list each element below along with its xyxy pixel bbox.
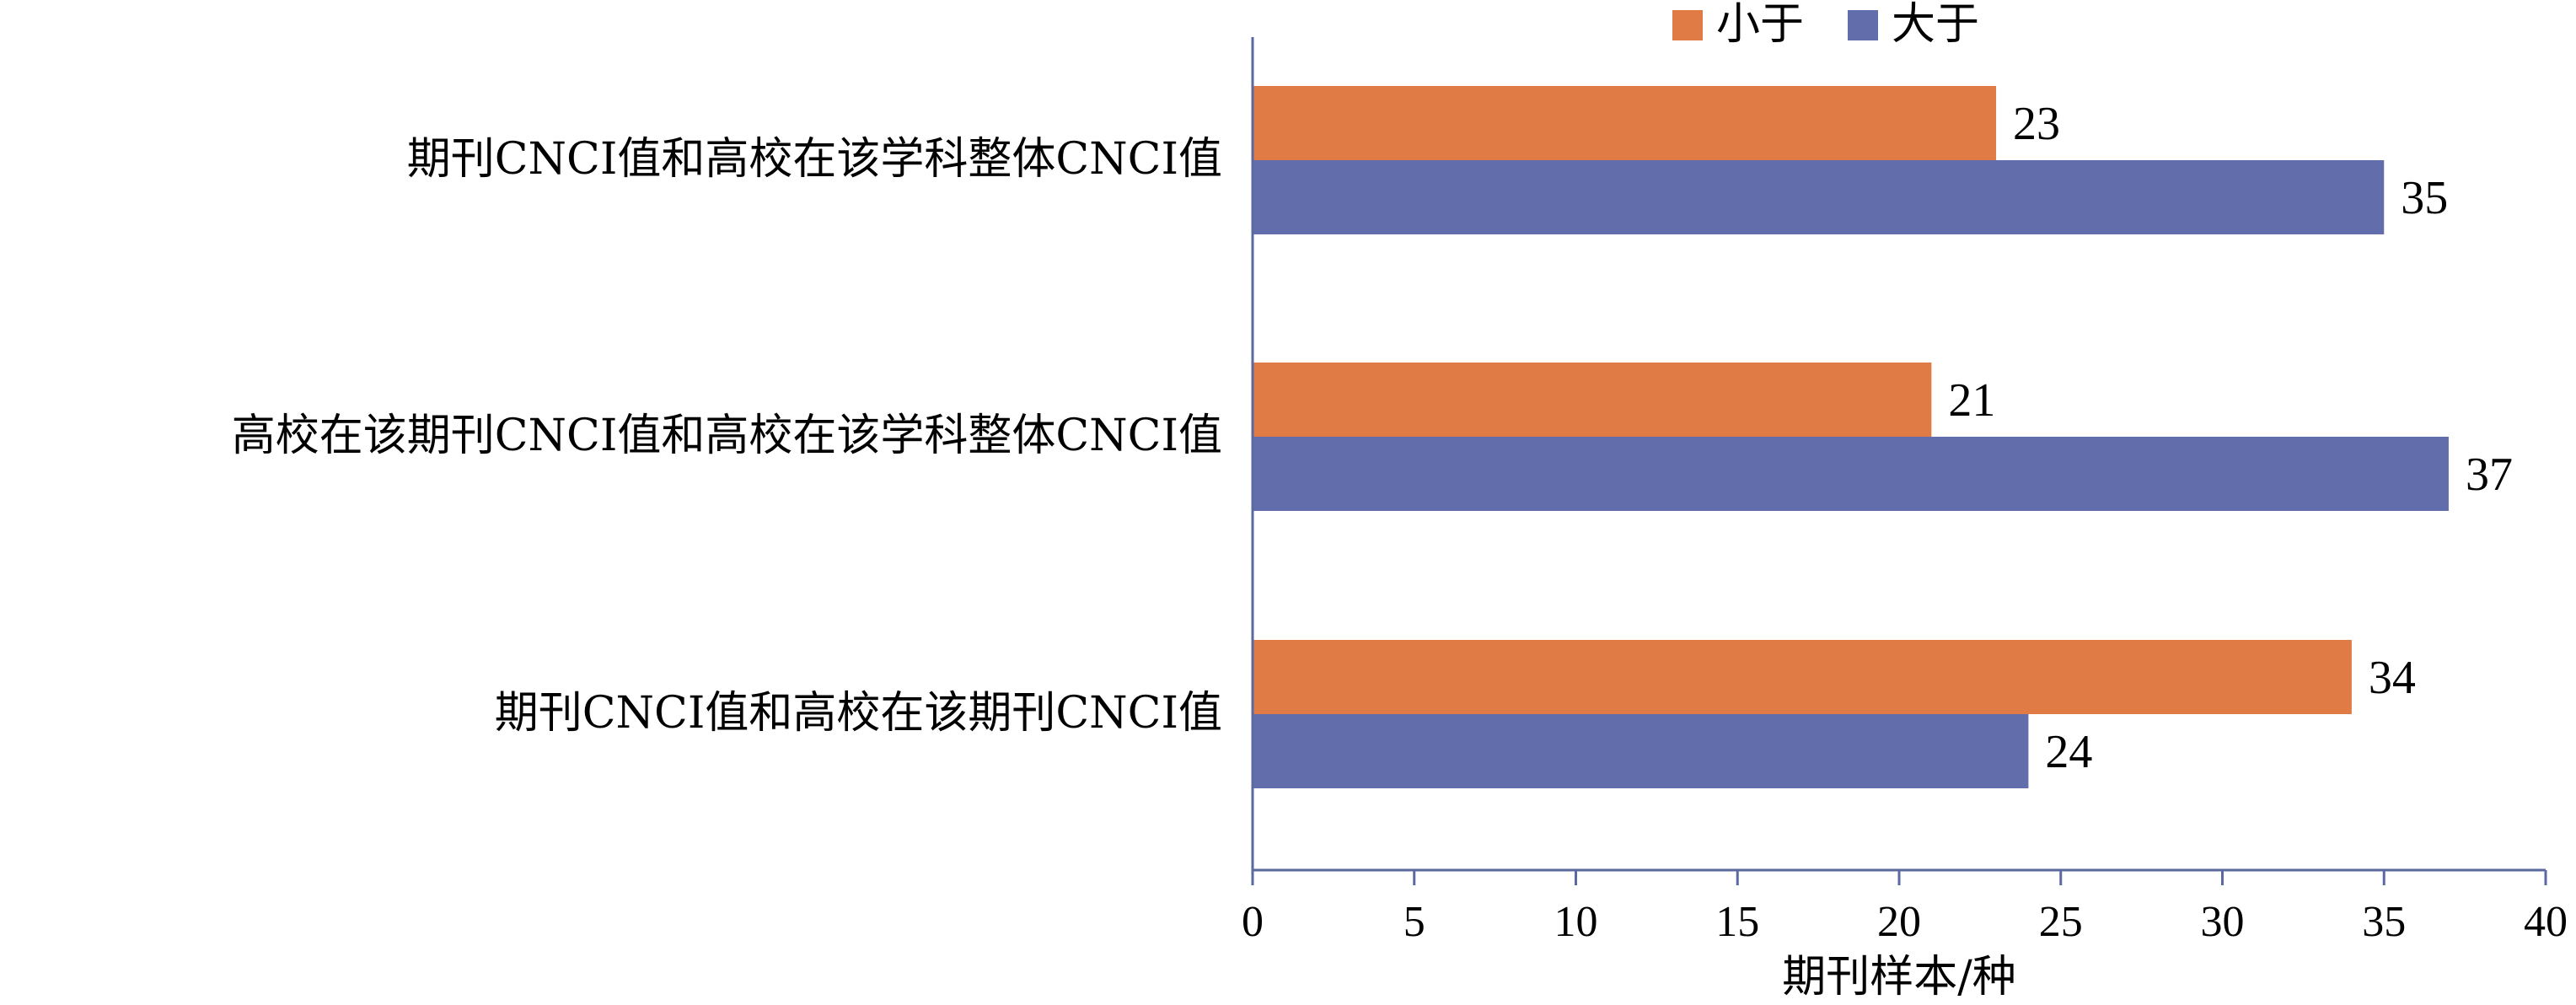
legend-swatch-1 bbox=[1672, 10, 1703, 40]
data-label-3-series-1: 34 bbox=[2369, 652, 2416, 704]
x-tick-label-5: 5 bbox=[1403, 898, 1425, 946]
data-label-1-series-1: 23 bbox=[2013, 98, 2060, 150]
x-tick-label-0: 0 bbox=[1242, 898, 1264, 946]
legend: 小于 大于 bbox=[1672, 0, 1979, 50]
bar-2-series-2 bbox=[1253, 437, 2449, 511]
bar-1-series-1 bbox=[1253, 86, 1997, 160]
bar-3-series-1 bbox=[1253, 640, 2352, 714]
data-label-2-series-2: 37 bbox=[2466, 449, 2513, 501]
axes-group: 0 5 10 15 20 25 30 35 40 bbox=[1242, 37, 2568, 946]
data-label-2-series-1: 21 bbox=[1948, 374, 1995, 427]
x-tick-label-35: 35 bbox=[2362, 898, 2406, 946]
bar-1-series-2 bbox=[1253, 160, 2385, 234]
data-label-1-series-2: 35 bbox=[2401, 172, 2448, 224]
x-tick-label-40: 40 bbox=[2524, 898, 2568, 946]
category-label-3: 期刊CNCI值和高校在该期刊CNCI值 bbox=[495, 688, 1222, 739]
legend-label-2: 大于 bbox=[1892, 0, 1979, 50]
bar-2-series-1 bbox=[1253, 363, 1932, 437]
legend-label-1: 小于 bbox=[1716, 0, 1804, 50]
x-tick-label-10: 10 bbox=[1554, 898, 1598, 946]
x-axis-title: 期刊样本/种 bbox=[1782, 952, 2016, 1002]
category-label-2: 高校在该期刊CNCI值和高校在该学科整体CNCI值 bbox=[232, 411, 1222, 461]
legend-swatch-2 bbox=[1848, 10, 1878, 40]
data-labels-group: 23 35 21 37 34 24 bbox=[1948, 98, 2513, 778]
bars-group bbox=[1253, 86, 2449, 788]
x-tick-label-25: 25 bbox=[2039, 898, 2083, 946]
x-tick-label-20: 20 bbox=[1877, 898, 1921, 946]
category-label-1: 期刊CNCI值和高校在该学科整体CNCI值 bbox=[407, 134, 1222, 185]
data-label-3-series-2: 24 bbox=[2045, 726, 2092, 778]
x-tick-label-30: 30 bbox=[2201, 898, 2245, 946]
bar-3-series-2 bbox=[1253, 714, 2029, 788]
x-tick-label-15: 15 bbox=[1715, 898, 1759, 946]
category-labels-group: 期刊CNCI值和高校在该学科整体CNCI值高校在该期刊CNCI值和高校在该学科整… bbox=[232, 134, 1222, 739]
